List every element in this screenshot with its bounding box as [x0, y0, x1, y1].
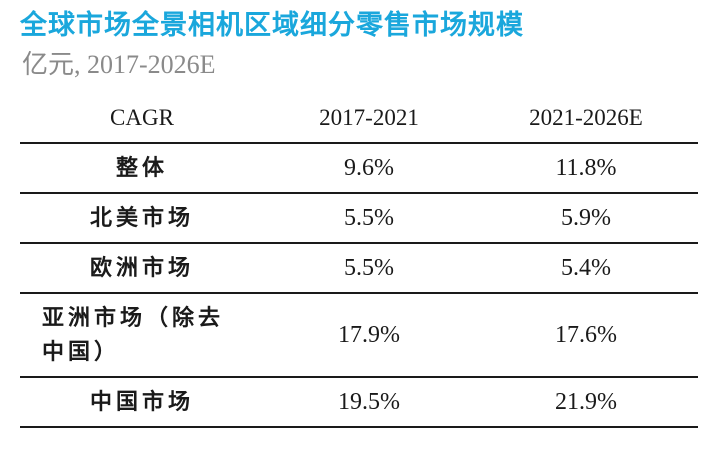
cagr-table: CAGR 2017-2021 2021-2026E 整体 9.6% 11.8% … [20, 94, 698, 428]
cell-cagr-2021-2026e: 5.4% [474, 243, 698, 294]
row-label-asia-ex-china-text: 亚洲市场（除去中国） [42, 305, 225, 365]
cell-cagr-2017-2021: 9.6% [264, 143, 474, 194]
column-header-2017-2021: 2017-2021 [264, 94, 474, 144]
table-row: 欧洲市场 5.5% 5.4% [20, 243, 698, 294]
cell-cagr-2021-2026e: 11.8% [474, 143, 698, 194]
cell-cagr-2021-2026e: 5.9% [474, 193, 698, 244]
row-label-china: 中国市场 [20, 377, 264, 428]
cell-cagr-2017-2021: 5.5% [264, 193, 474, 244]
cell-cagr-2021-2026e: 21.9% [474, 377, 698, 428]
column-header-2021-2026e: 2021-2026E [474, 94, 698, 144]
table-row: 亚洲市场（除去中国） 17.9% 17.6% [20, 293, 698, 378]
row-label-north-america: 北美市场 [20, 193, 264, 244]
page-title: 全球市场全景相机区域细分零售市场规模 [20, 10, 524, 41]
table-header-row: CAGR 2017-2021 2021-2026E [20, 94, 698, 144]
table-row: 中国市场 19.5% 21.9% [20, 377, 698, 428]
table-row: 北美市场 5.5% 5.9% [20, 193, 698, 244]
page-subtitle: 亿元, 2017-2026E [22, 50, 216, 79]
cell-cagr-2021-2026e: 17.6% [474, 293, 698, 378]
row-label-asia-ex-china: 亚洲市场（除去中国） [20, 293, 264, 378]
row-label-overall: 整体 [20, 143, 264, 194]
column-header-cagr: CAGR [20, 94, 264, 144]
table-row: 整体 9.6% 11.8% [20, 143, 698, 194]
cell-cagr-2017-2021: 5.5% [264, 243, 474, 294]
cell-cagr-2017-2021: 17.9% [264, 293, 474, 378]
cell-cagr-2017-2021: 19.5% [264, 377, 474, 428]
row-label-europe: 欧洲市场 [20, 243, 264, 294]
